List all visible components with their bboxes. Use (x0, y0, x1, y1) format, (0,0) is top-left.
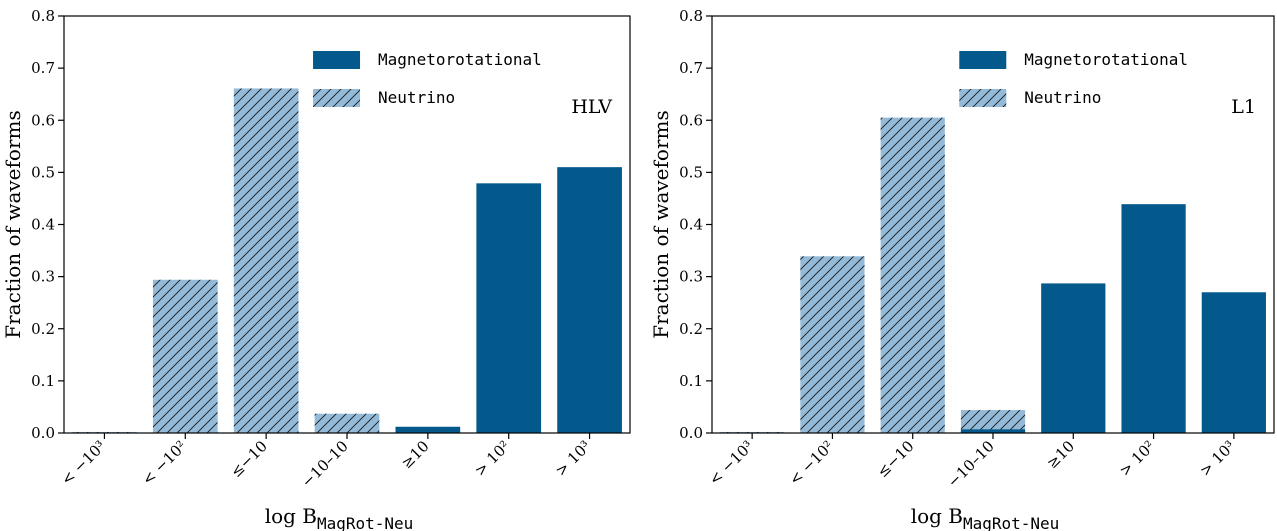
x-tick-label: < −10² (138, 437, 190, 489)
legend-swatch-magnetorotational (313, 51, 361, 69)
bar-magnetorotational-4 (1041, 283, 1106, 433)
x-axis-title: log BMagRot-Neu (911, 504, 1060, 531)
y-tick-label: 0.3 (679, 268, 703, 286)
x-tick-label: < −10³ (58, 437, 110, 489)
y-tick-label: 0.6 (679, 111, 703, 129)
y-tick-label: 0.3 (31, 268, 55, 286)
bar-magnetorotational-3 (960, 429, 1026, 433)
bar-neutrino-3 (314, 413, 380, 433)
y-tick-label: 0.7 (31, 59, 55, 77)
legend-swatch-neutrino (959, 89, 1007, 107)
bar-neutrino-1 (800, 256, 865, 433)
bar-magnetorotational-6 (557, 167, 622, 433)
x-tick-label: ≤−10 (227, 437, 271, 481)
x-tick-label: ≥10 (1043, 437, 1078, 472)
x-tick-label: ≤−10 (874, 437, 918, 481)
y-tick-label: 0.1 (31, 372, 55, 390)
bar-magnetorotational-6 (1201, 292, 1266, 433)
legend-label-neutrino: Neutrino (378, 88, 455, 107)
bar-neutrino-1 (152, 279, 218, 433)
bar-magnetorotational-5 (1121, 204, 1186, 433)
y-tick-label: 0.8 (31, 7, 55, 25)
y-tick-label: 0.2 (679, 320, 703, 338)
legend-label-magnetorotational: Magnetorotational (1024, 50, 1188, 69)
x-tick-label: > 10² (471, 437, 514, 480)
y-tick-label: 0.5 (679, 163, 703, 181)
y-axis-ticks: 0.0 0.1 0.2 0.3 0.4 0.5 0.6 0.7 0.8 (679, 7, 712, 442)
plot-frame (711, 15, 1275, 434)
legend: Magnetorotational Neutrino (959, 50, 1188, 107)
x-tick-label: > 10³ (1196, 437, 1239, 480)
x-axis-title-subscript: MagRot-Neu (317, 514, 413, 531)
chart-panel-l1: 0.0 0.1 0.2 0.3 0.4 0.5 0.6 0.7 0.8 < −10³ < −10²… (649, 7, 1275, 531)
panel-label: HLV (571, 96, 612, 118)
x-tick-label: < −10² (786, 437, 838, 489)
bar-magnetorotational-5 (476, 183, 542, 433)
y-tick-label: 0.0 (679, 424, 703, 442)
y-tick-label: 0.8 (679, 7, 703, 25)
bar-magnetorotational-4 (395, 426, 461, 433)
legend-label-magnetorotational: Magnetorotational (378, 50, 542, 69)
legend-swatch-neutrino (313, 89, 361, 107)
x-axis-title-prefix: log B (911, 504, 963, 528)
chart-panel-hlv: 0.0 0.1 0.2 0.3 0.4 0.5 0.6 0.7 0.8 < −10³ < −10²… (1, 7, 631, 531)
bar-neutrino-3 (960, 410, 1026, 433)
x-tick-label: ≥10 (398, 437, 433, 472)
x-tick-label: > 10² (1116, 437, 1159, 480)
x-tick-label: < −10³ (705, 437, 757, 489)
y-tick-label: 0.2 (31, 320, 55, 338)
x-tick-label: > 10³ (552, 437, 595, 480)
bar-neutrino-2 (233, 88, 299, 433)
y-axis-title: Fraction of waveforms (649, 110, 673, 339)
x-axis-ticks: < −10³ < −10² ≤−10 −10–10 ≥10 > 10² > 10³ (58, 433, 595, 491)
x-axis-title: log BMagRot-Neu (265, 504, 414, 531)
bar-neutrino-2 (880, 117, 945, 433)
y-tick-label: 0.4 (679, 216, 703, 234)
y-tick-label: 0.1 (679, 372, 703, 390)
y-tick-label: 0.6 (31, 111, 55, 129)
x-axis-title-prefix: log B (265, 504, 317, 528)
y-tick-label: 0.7 (679, 59, 703, 77)
panel-label: L1 (1231, 96, 1256, 118)
legend-label-neutrino: Neutrino (1024, 88, 1101, 107)
x-tick-label: −10–10 (944, 437, 998, 491)
x-tick-label: −10–10 (298, 437, 352, 491)
x-axis-title-subscript: MagRot-Neu (963, 514, 1059, 531)
plot-frame (63, 15, 631, 434)
bar-group (720, 117, 1266, 433)
x-axis-ticks: < −10³ < −10² ≤−10 −10–10 ≥10 > 10² > 10³ (705, 433, 1239, 491)
legend-swatch-magnetorotational (959, 51, 1007, 69)
y-tick-label: 0.0 (31, 424, 55, 442)
y-axis-ticks: 0.0 0.1 0.2 0.3 0.4 0.5 0.6 0.7 0.8 (31, 7, 64, 442)
legend: Magnetorotational Neutrino (313, 50, 542, 107)
y-axis-title: Fraction of waveforms (1, 110, 25, 339)
bar-group (72, 88, 622, 433)
y-tick-label: 0.4 (31, 216, 55, 234)
y-tick-label: 0.5 (31, 163, 55, 181)
